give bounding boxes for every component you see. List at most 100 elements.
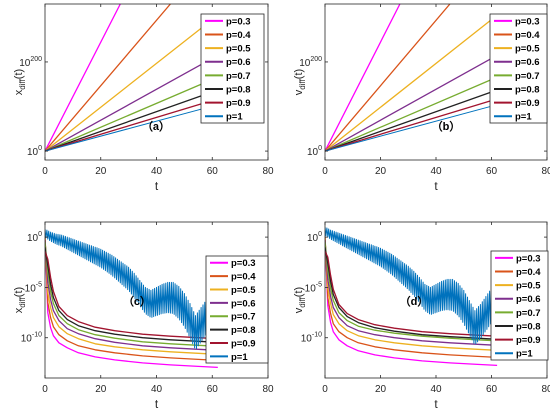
legend-label: p=0.5 [515, 44, 540, 55]
legend-label: p=0.3 [515, 16, 540, 27]
legend-label: p=0.3 [516, 253, 541, 264]
legend-label: p=1 [515, 112, 532, 123]
series-group [325, 4, 498, 152]
series-line-p05 [45, 16, 216, 152]
x-tick-label: 0 [42, 384, 48, 395]
series-line-p06 [325, 240, 498, 346]
x-tick-label: 60 [486, 166, 498, 177]
panel-b: 0 20 40 60 8010010200tvdiff(t)（b）p=0.3p=0.4p… [293, 3, 550, 193]
x-axis-label: t [434, 397, 438, 411]
legend-label: p=0.7 [226, 71, 251, 82]
panel-c: 0 20 40 60 8010010-510-10txdiff(t)（c）p=0.3p=… [13, 221, 274, 411]
series-line-p04 [325, 4, 451, 152]
legend-label: p=0.5 [231, 285, 256, 296]
legend: p=0.3 p=0.4 p=0.5 p=0.6 p=0.7 p=0.8 p=0.9 p=1 [205, 255, 269, 364]
legend-label: p=0.5 [516, 281, 541, 292]
y-axis-label: vdiff(t) [293, 69, 307, 95]
panel-d: 0 20 40 60 8010010-510-10tvdiff(t)（d）p=0.3p=… [293, 221, 550, 411]
series-line-p09 [325, 250, 498, 337]
series-line-p09 [45, 250, 218, 340]
series-line-p06 [45, 240, 218, 351]
x-tick-label: 40 [430, 384, 442, 395]
x-tick-label: 40 [151, 384, 163, 395]
legend: p=0.3 p=0.4 p=0.5 p=0.6 p=0.7 p=0.8 p=0.9 p=1 [490, 250, 549, 361]
legend-label: p=0.4 [226, 30, 251, 41]
x-tick-label: 80 [541, 384, 550, 395]
series-line-p08 [325, 89, 498, 152]
x-tick-label: 60 [207, 384, 219, 395]
legend-label: p=0.8 [226, 84, 251, 95]
series-group [45, 4, 219, 152]
series-line-p08 [325, 247, 498, 340]
series-line-p07 [325, 76, 498, 152]
legend-label: p=1 [231, 352, 248, 363]
series-line-p09 [45, 98, 218, 152]
x-tick-label: 80 [262, 166, 274, 177]
y-tick-label: 100 [307, 145, 322, 158]
y-tick-label: 100 [27, 145, 42, 158]
legend-label: p=0.9 [226, 98, 251, 109]
series-line-p1 [45, 104, 218, 152]
legend-label: p=0.6 [231, 298, 256, 309]
y-tick-label: 10-5 [305, 281, 322, 294]
legend-label: p=0.8 [231, 325, 256, 336]
series-line-p05 [325, 16, 495, 152]
legend: p=0.3 p=0.4 p=0.5 p=0.6 p=0.7 p=0.8 p=0.9 p=1 [489, 13, 548, 124]
x-tick-label: 20 [95, 384, 107, 395]
x-tick-label: 60 [486, 384, 498, 395]
legend-label: p=0.6 [226, 57, 251, 68]
series-line-p03 [325, 4, 401, 152]
y-tick-label: 10-10 [21, 332, 42, 345]
series-line-p07 [45, 242, 218, 347]
y-tick-label: 10200 [299, 56, 322, 69]
series-line-p1 [325, 226, 498, 345]
series-line-p1 [325, 104, 498, 152]
y-tick-label: 10-10 [301, 332, 322, 345]
legend-label: p=0.7 [231, 312, 256, 323]
x-tick-label: 0 [42, 166, 48, 177]
legend-box [489, 13, 548, 124]
panel-label: （a） [142, 120, 170, 133]
series-group [45, 228, 219, 369]
y-axis-label: vdiff(t) [293, 287, 307, 313]
x-axis-label: t [434, 179, 438, 193]
legend-box [200, 13, 265, 124]
series-line-p05 [45, 237, 218, 355]
x-tick-label: 40 [430, 166, 442, 177]
legend-label: p=0.3 [226, 16, 251, 27]
y-tick-label: 10-5 [25, 281, 42, 294]
y-tick-label: 100 [307, 231, 322, 244]
x-tick-label: 60 [207, 166, 219, 177]
series-line-p04 [325, 237, 498, 359]
series-group [325, 226, 498, 367]
legend-label: p=0.7 [516, 308, 541, 319]
series-line-p03 [325, 237, 498, 367]
series-line-p08 [45, 89, 219, 152]
series-line-p06 [325, 54, 498, 152]
legend-label: p=0.8 [515, 84, 540, 95]
legend-label: p=0.5 [226, 44, 251, 55]
x-tick-label: 0 [322, 166, 328, 177]
y-axis-label: xdiff(t) [13, 69, 27, 95]
series-line-p04 [45, 4, 171, 152]
series-line-p09 [325, 98, 498, 152]
legend-label: p=1 [516, 349, 533, 360]
legend-label: p=0.6 [516, 294, 541, 305]
panel-label: （c） [123, 295, 151, 308]
legend-label: p=0.4 [515, 30, 540, 41]
legend-label: p=0.9 [515, 98, 540, 109]
x-tick-label: 80 [541, 166, 550, 177]
x-tick-label: 40 [151, 166, 163, 177]
series-line-p1 [45, 228, 219, 349]
series-line-p03 [45, 237, 218, 369]
legend-label: p=0.3 [231, 258, 256, 269]
series-line-p04 [45, 237, 218, 362]
series-line-p07 [325, 242, 498, 342]
series-line-p06 [45, 54, 219, 152]
legend-label: p=0.9 [231, 338, 256, 349]
x-tick-label: 20 [95, 166, 107, 177]
panel-label: （d） [400, 295, 429, 308]
legend-label: p=0.6 [515, 57, 540, 68]
legend-label: p=0.4 [516, 267, 541, 278]
